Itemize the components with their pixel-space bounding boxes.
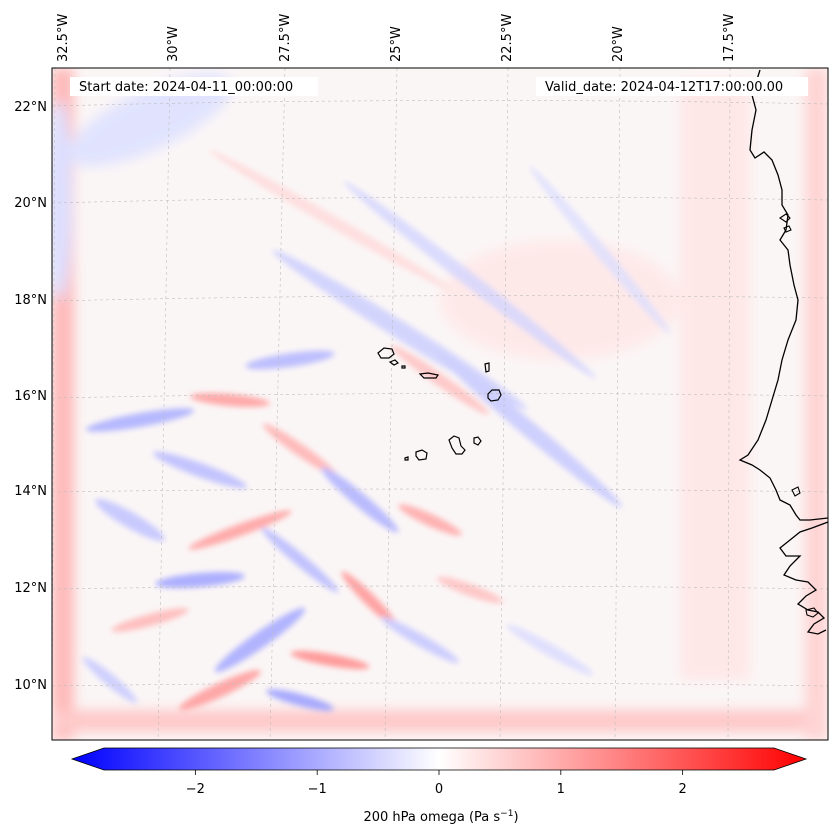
latitude-labels: 22°N 20°N 18°N 16°N 14°N 12°N 10°N [14, 100, 47, 693]
colorbar-ticks: −2 −1 0 1 2 [186, 770, 687, 797]
colorbar-bar [70, 747, 808, 771]
africa-coastline-south [779, 521, 828, 635]
lon-label-22-5w: 22.5°W [500, 14, 515, 62]
map-gridlines [52, 68, 828, 740]
colorbar-label: 200 hPa omega (Pa s−1) [363, 809, 518, 825]
map-panel: Start date: 2024-04-11_00:00:00 Valid_da… [51, 67, 829, 741]
start-date-box [70, 77, 318, 96]
lat-label-10n: 10°N [14, 678, 47, 693]
lat-label-20n: 20°N [14, 196, 47, 211]
valid-date-label: Valid_date: 2024-04-12T17:00:00.00 [545, 80, 783, 95]
lon-label-27-5w: 27.5°W [278, 14, 293, 62]
lon-label-20w: 20°W [611, 26, 626, 62]
colorbar: −2 −1 0 1 2 200 hPa omega (Pa s−1) [70, 747, 808, 825]
start-date-label: Start date: 2024-04-11_00:00:00 [79, 80, 293, 95]
colorbar-label-exponent: −1 [500, 809, 513, 819]
lat-label-12n: 12°N [14, 581, 47, 596]
omega-field [52, 68, 828, 740]
longitude-labels: 32.5°W 30°W 27.5°W 25°W 22.5°W 20°W 17.5… [56, 14, 737, 62]
colorbar-tick-label: −2 [186, 782, 205, 797]
bijagos-islands [779, 213, 819, 618]
cape-verde-islands [377, 347, 502, 461]
map-frame [51, 67, 829, 741]
colorbar-tick-label: 0 [435, 782, 443, 797]
lat-label-22n: 22°N [14, 100, 47, 115]
lon-label-25w: 25°W [389, 26, 404, 62]
colorbar-tick-label: −1 [308, 782, 327, 797]
africa-coastline [738, 69, 828, 521]
lat-label-18n: 18°N [14, 293, 47, 308]
lon-label-30w: 30°W [166, 26, 181, 62]
colorbar-label-close: ) [513, 810, 518, 825]
lon-label-32-5w: 32.5°W [56, 14, 71, 62]
lat-label-14n: 14°N [14, 484, 47, 499]
colorbar-tick-label: 1 [557, 782, 565, 797]
colorbar-label-text: 200 hPa omega (Pa s [363, 810, 500, 825]
lat-label-16n: 16°N [14, 389, 47, 404]
colorbar-tick-label: 2 [678, 782, 686, 797]
valid-date-box [536, 77, 808, 96]
lon-label-17-5w: 17.5°W [722, 14, 737, 62]
